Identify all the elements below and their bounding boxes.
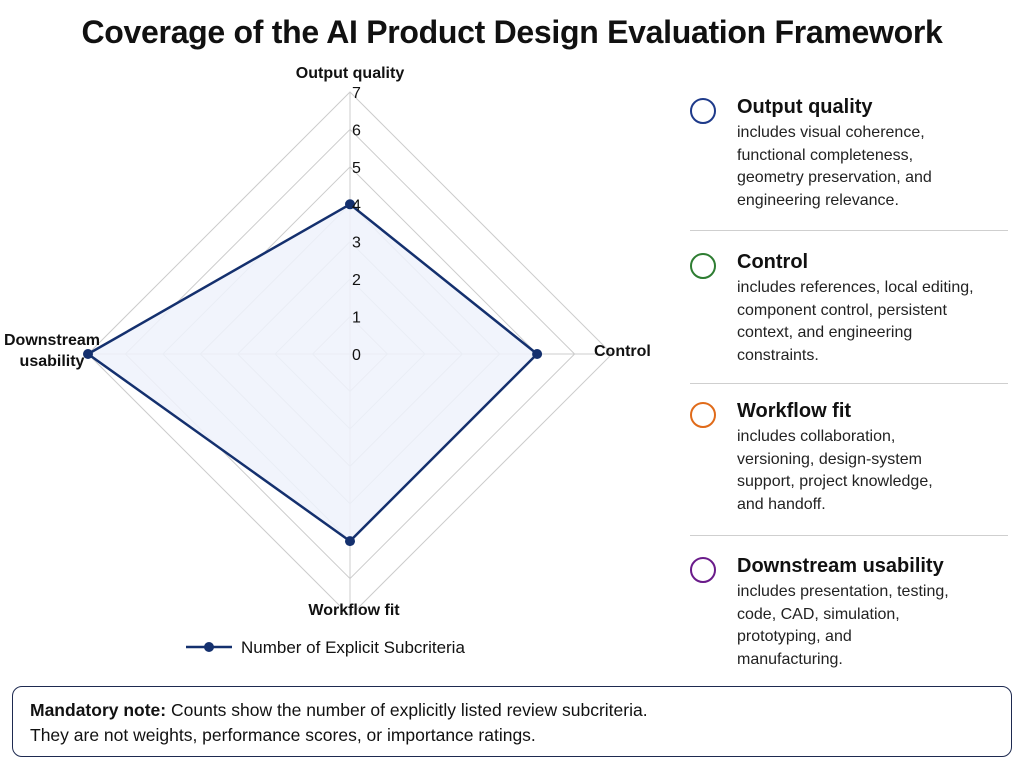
tick-label: 5 bbox=[352, 160, 361, 177]
category-card-output-quality: Output quality includes visual coherence… bbox=[690, 92, 1008, 231]
category-title: Output quality bbox=[737, 96, 873, 118]
tick-label: 2 bbox=[352, 272, 361, 289]
category-description: includes presentation, testing, code, CA… bbox=[737, 583, 949, 668]
tick-label: 7 bbox=[352, 85, 361, 102]
category-title: Downstream usability bbox=[737, 555, 944, 577]
radar-chart: 0 1 2 3 4 5 6 7 Output quality Control Workflow fi… bbox=[4, 65, 651, 657]
category-description: includes references, local editing, comp… bbox=[737, 279, 974, 364]
note-line-2: They are not weights, performance scores… bbox=[30, 725, 536, 745]
legend-label: Number of Explicit Subcriteria bbox=[241, 638, 465, 657]
tick-label: 4 bbox=[352, 197, 361, 214]
output-quality-ring-icon bbox=[690, 98, 716, 124]
tick-label: 6 bbox=[352, 122, 361, 139]
downstream-usability-ring-icon bbox=[690, 557, 716, 583]
axis-label: Workflow fit bbox=[308, 602, 400, 619]
tick-label: 3 bbox=[352, 235, 361, 252]
axis-label: Downstream usability bbox=[4, 332, 100, 370]
category-card-control: Control includes references, local editi… bbox=[690, 231, 1008, 384]
mandatory-note: Mandatory note: Counts show the number o… bbox=[12, 686, 1012, 757]
axis-label: Output quality bbox=[296, 65, 405, 82]
data-point bbox=[83, 349, 93, 359]
series-area bbox=[86, 203, 539, 543]
data-point bbox=[345, 199, 355, 210]
tick-label: 1 bbox=[352, 310, 361, 327]
category-title: Workflow fit bbox=[737, 400, 852, 422]
category-title: Control bbox=[737, 251, 809, 273]
category-descriptions: Output quality includes visual coherence… bbox=[690, 92, 1008, 671]
category-description: includes visual coherence, functional co… bbox=[737, 124, 932, 209]
axis-label: Control bbox=[594, 343, 651, 360]
data-point bbox=[532, 349, 543, 359]
legend-marker bbox=[204, 642, 214, 652]
category-description: includes collaboration, versioning, desi… bbox=[737, 428, 933, 513]
note-line-1: Mandatory note: Counts show the number o… bbox=[30, 698, 995, 723]
chart-title: Coverage of the AI Product Design Evalua… bbox=[81, 14, 943, 50]
note-text: Counts show the number of explicitly lis… bbox=[166, 700, 648, 720]
control-ring-icon bbox=[690, 253, 716, 279]
data-point bbox=[345, 536, 355, 547]
workflow-fit-ring-icon bbox=[690, 402, 716, 428]
category-card-downstream-usability: Downstream usability includes presentati… bbox=[690, 536, 1008, 671]
note-lead: Mandatory note: bbox=[30, 700, 167, 720]
category-card-workflow-fit: Workflow fit includes collaboration, ver… bbox=[690, 384, 1008, 536]
tick-label: 0 bbox=[352, 347, 361, 364]
